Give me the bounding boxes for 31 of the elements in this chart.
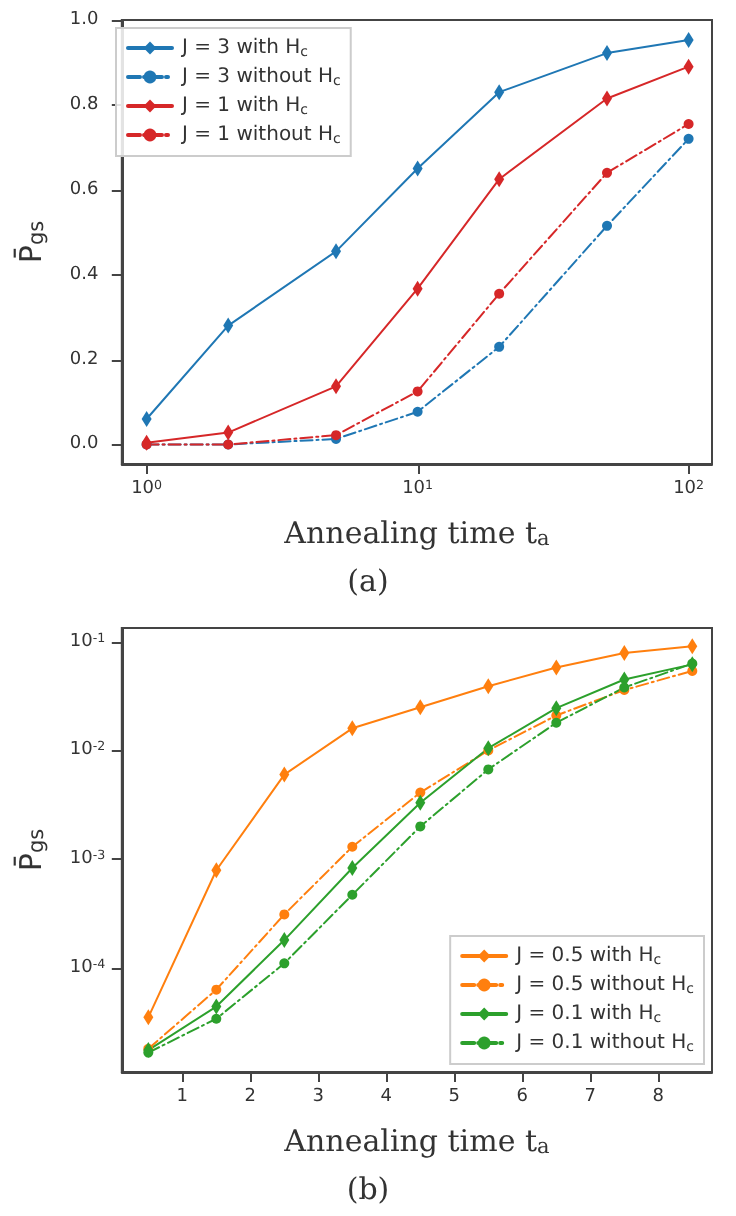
y-axis-title: P̄gs xyxy=(11,828,49,872)
y-tick-label: 0.2 xyxy=(69,349,99,370)
point xyxy=(483,764,494,775)
point xyxy=(347,889,358,900)
y-tick-label: 1.0 xyxy=(69,10,99,30)
x-tick-label: 7 xyxy=(584,1087,597,1107)
point xyxy=(415,787,426,798)
x-tick-label: 4 xyxy=(380,1087,393,1107)
x-axis-title: Annealing time ta xyxy=(282,515,550,551)
y-tick-label: 0.0 xyxy=(69,434,99,455)
x-tick-label: 3 xyxy=(312,1087,325,1107)
x-axis-title: Annealing time ta xyxy=(282,1123,550,1159)
x-tick-label: 5 xyxy=(448,1087,461,1107)
point xyxy=(347,841,358,852)
point xyxy=(211,1013,222,1024)
x-tick-label: 1 xyxy=(176,1087,189,1107)
point xyxy=(279,958,290,969)
point xyxy=(551,717,562,728)
y-tick-label: 0.8 xyxy=(69,94,99,115)
text: (a) xyxy=(347,563,389,599)
y-tick-label: 0.6 xyxy=(69,179,99,200)
text: (b) xyxy=(346,1171,390,1207)
x-tick-label: 6 xyxy=(516,1087,529,1107)
point xyxy=(211,984,222,995)
point xyxy=(279,909,290,920)
y-tick-label: 0.4 xyxy=(69,264,99,285)
point xyxy=(687,658,698,669)
x-tick-label: 8 xyxy=(652,1087,665,1107)
x-tick-label: 2 xyxy=(244,1087,257,1107)
point xyxy=(415,821,426,832)
y-axis-title: P̄gs xyxy=(11,220,49,264)
